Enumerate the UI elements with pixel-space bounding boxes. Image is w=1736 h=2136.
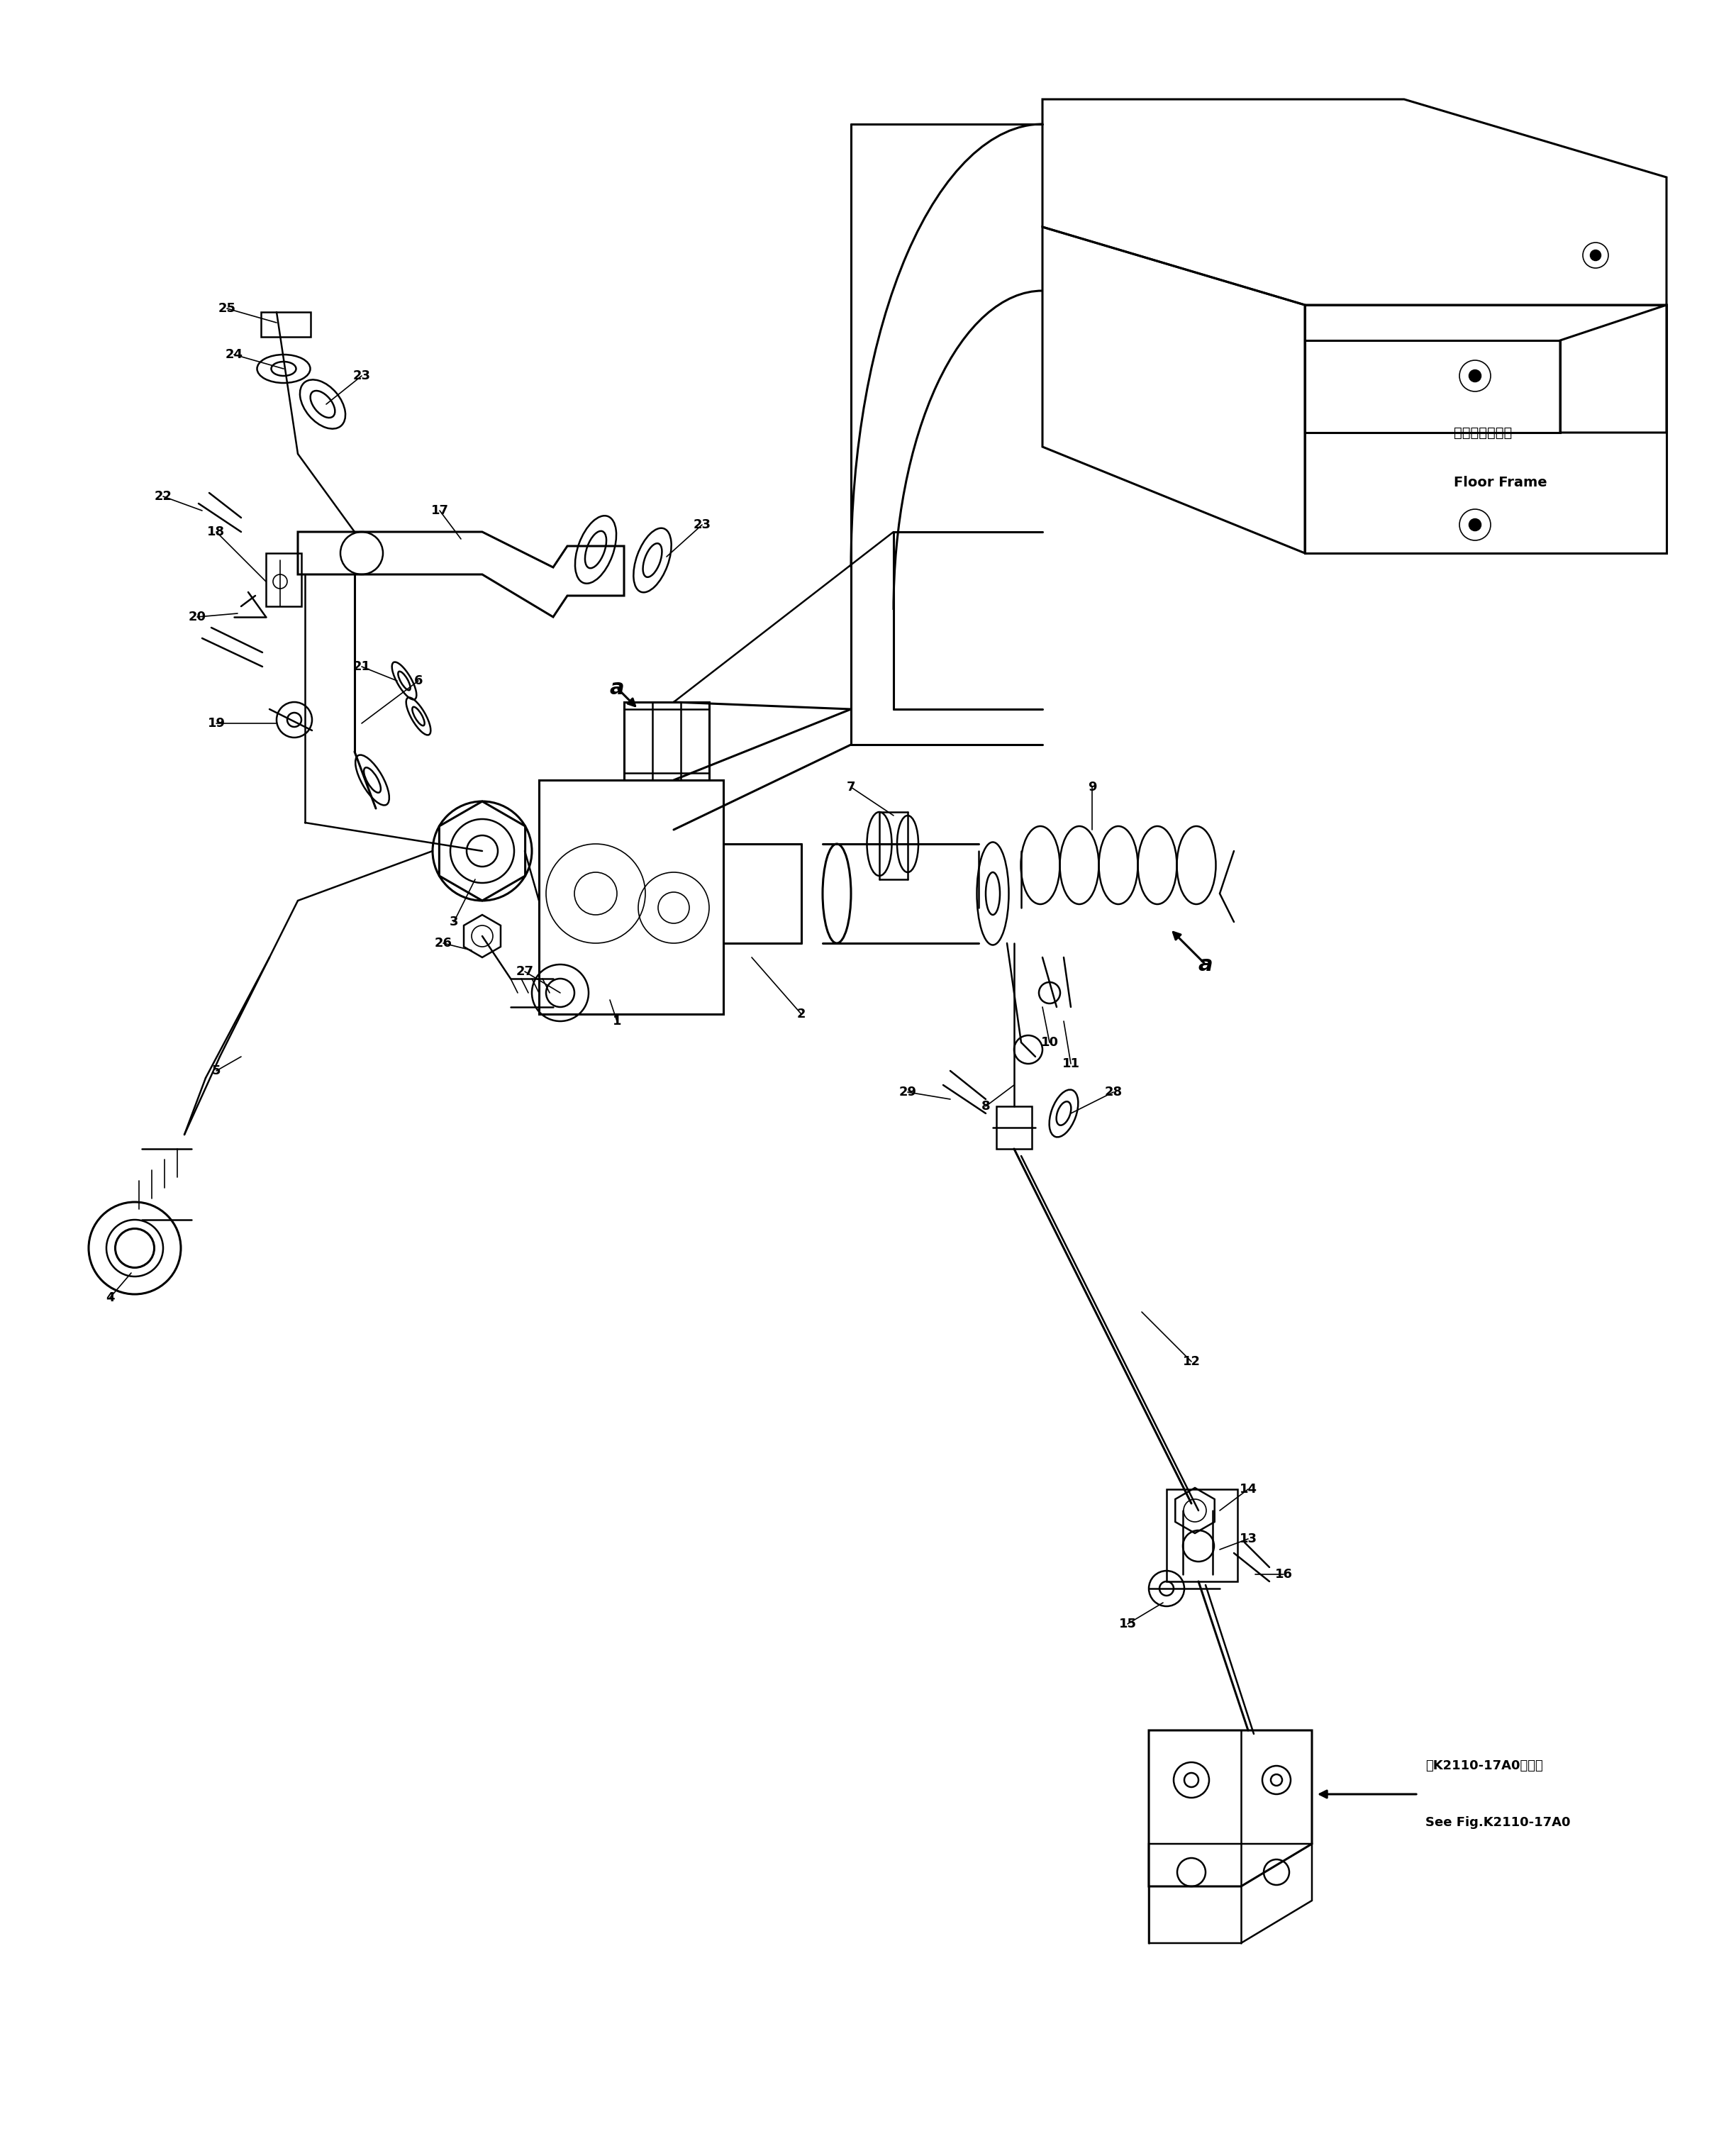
Text: 14: 14 (1240, 1482, 1257, 1495)
Text: 17: 17 (431, 504, 448, 517)
Text: 18: 18 (207, 525, 226, 538)
Text: 20: 20 (187, 611, 207, 624)
Text: 1: 1 (613, 1015, 621, 1027)
Text: 12: 12 (1182, 1354, 1200, 1367)
Text: フロアフレーム: フロアフレーム (1453, 425, 1512, 440)
Text: 29: 29 (899, 1085, 917, 1098)
Text: a: a (609, 677, 625, 698)
Text: 26: 26 (434, 938, 451, 951)
Text: 13: 13 (1240, 1532, 1257, 1544)
Text: 6: 6 (413, 675, 424, 688)
Text: 19: 19 (207, 718, 226, 731)
Text: 23: 23 (693, 519, 712, 532)
Text: 3: 3 (450, 916, 458, 929)
Bar (266, 553, 302, 607)
Text: 11: 11 (1062, 1057, 1080, 1070)
Text: 16: 16 (1274, 1568, 1292, 1581)
Text: 15: 15 (1118, 1617, 1137, 1630)
Text: 7: 7 (847, 782, 856, 795)
Text: See Fig.K2110-17A0: See Fig.K2110-17A0 (1425, 1816, 1571, 1828)
Circle shape (1469, 370, 1481, 382)
Bar (996, 1106, 1031, 1149)
Text: 10: 10 (1040, 1036, 1059, 1049)
Circle shape (1469, 519, 1481, 530)
Text: 27: 27 (516, 965, 533, 978)
Text: 22: 22 (155, 489, 172, 502)
Text: 24: 24 (226, 348, 243, 361)
Text: a: a (1198, 955, 1213, 974)
Text: 5: 5 (212, 1064, 220, 1077)
Text: 8: 8 (981, 1100, 990, 1113)
Circle shape (1590, 250, 1601, 261)
Bar (260, 312, 311, 337)
Text: Floor Frame: Floor Frame (1453, 476, 1547, 489)
Text: 2: 2 (797, 1008, 806, 1021)
Text: 23: 23 (352, 370, 370, 382)
Text: 第K2110-17A0図参照: 第K2110-17A0図参照 (1425, 1760, 1543, 1773)
Ellipse shape (273, 575, 286, 590)
Text: 9: 9 (1088, 782, 1097, 795)
Text: 28: 28 (1104, 1085, 1121, 1098)
Text: 4: 4 (106, 1292, 115, 1305)
Text: 21: 21 (352, 660, 370, 673)
Text: 25: 25 (219, 301, 236, 314)
